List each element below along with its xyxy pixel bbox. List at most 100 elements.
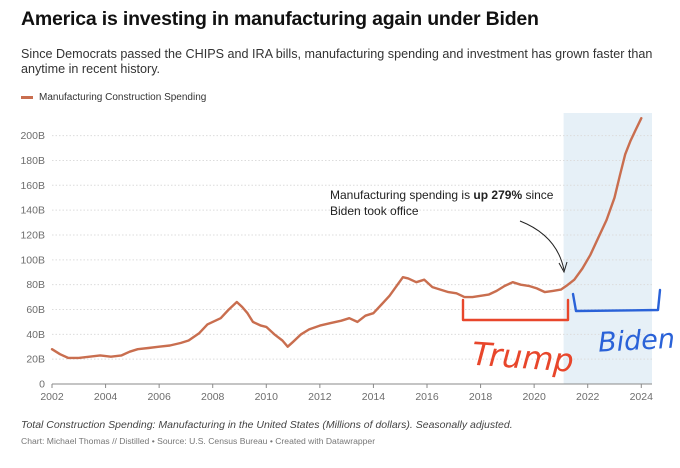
data-point [120,354,123,357]
x-axis: 2002 2004 2006 2008 2010 2012 2014 2016 2018 2020… [40,384,653,403]
data-point [640,117,643,120]
data-point [619,174,621,177]
legend-label: Manufacturing Construction Spending [39,92,207,103]
x-tick-label: 2022 [576,391,600,403]
data-point [219,317,222,320]
data-point [300,333,302,336]
data-point [624,153,627,156]
data-point [431,286,434,288]
x-tick-label: 2018 [469,391,493,403]
data-point [581,267,584,270]
data-point [495,290,498,292]
y-tick-label: 40B [26,329,45,341]
data-point [372,312,375,315]
data-point [605,219,608,222]
data-point [265,326,268,328]
data-point [179,342,182,344]
data-point [206,323,209,326]
data-point [308,328,310,331]
data-point [380,303,383,306]
data-point [511,281,514,284]
x-tick-label: 2012 [308,391,332,403]
y-tick-label: 140B [20,205,45,217]
biden-shaded-region [563,113,652,384]
y-tick-label: 120B [20,229,45,241]
data-point [88,355,91,358]
data-point [340,319,343,322]
y-tick-label: 20B [26,354,45,366]
data-point [364,314,367,317]
y-tick-label: 60B [26,304,45,316]
y-tick-label: 180B [20,155,45,167]
data-point [402,276,404,279]
legend: Manufacturing Construction Spending [21,92,206,103]
data-point [319,324,321,327]
data-point [246,312,249,315]
data-point [463,296,466,298]
data-point [479,294,482,297]
data-point [423,278,426,281]
y-tick-label: 200B [20,130,45,142]
data-point [169,344,171,347]
data-point [99,354,102,357]
footnote: Total Construction Spending: Manufacturi… [21,419,513,431]
data-point [67,357,69,359]
data-point [613,196,616,199]
series-layer [50,117,643,360]
data-point [455,292,458,295]
data-point [396,283,399,286]
data-point [260,324,262,327]
data-point [519,283,522,286]
data-point [635,128,637,131]
x-tick-label: 2006 [147,391,171,403]
data-point [77,357,80,359]
data-point [128,350,131,353]
data-point [51,348,53,351]
annotation-line-1: Manufacturing spending is up 279% since [330,188,554,202]
data-point [235,301,238,303]
data-point [471,296,474,298]
data-point [241,306,244,308]
data-point [348,317,351,320]
data-point [59,353,61,356]
data-point [252,321,254,323]
x-tick-label: 2024 [630,391,654,403]
data-point [447,291,450,293]
y-tick-label: 100B [20,254,45,266]
data-point [544,291,546,293]
annotation-prefix: Manufacturing spending is [330,188,473,202]
data-point [573,278,576,281]
x-tick-label: 2002 [40,391,64,403]
data-point [589,253,592,256]
annotation-suffix: since [522,188,554,202]
data-point [629,139,632,142]
data-point [560,288,562,291]
data-point [292,340,294,343]
data-point [388,294,391,297]
x-tick-label: 2014 [362,391,386,403]
data-point [565,285,568,287]
data-point [110,355,112,358]
biden-bracket [571,288,662,313]
trump-bracket [461,298,570,322]
y-tick-label: 160B [20,180,45,192]
chart-subtitle: Since Democrats passed the CHIPS and IRA… [21,47,653,76]
data-point [439,288,442,291]
data-point [227,308,230,311]
credit: Chart: Michael Thomas // Distilled • Sou… [21,436,376,446]
y-tick-label: 0 [39,379,45,391]
legend-swatch [21,96,33,99]
biden-handwritten-label: Biden [597,324,675,359]
y-tick-label: 80B [26,279,45,291]
data-point [407,277,410,280]
data-point [527,285,530,287]
x-tick-label: 2016 [415,391,439,403]
x-tick-label: 2008 [201,391,225,403]
data-point [158,345,161,348]
trump-handwritten-label: Trump [471,335,575,380]
data-point [281,339,284,342]
annotation-highlight: up 279% [473,188,522,202]
data-point [503,285,506,287]
x-tick-label: 2010 [255,391,279,403]
